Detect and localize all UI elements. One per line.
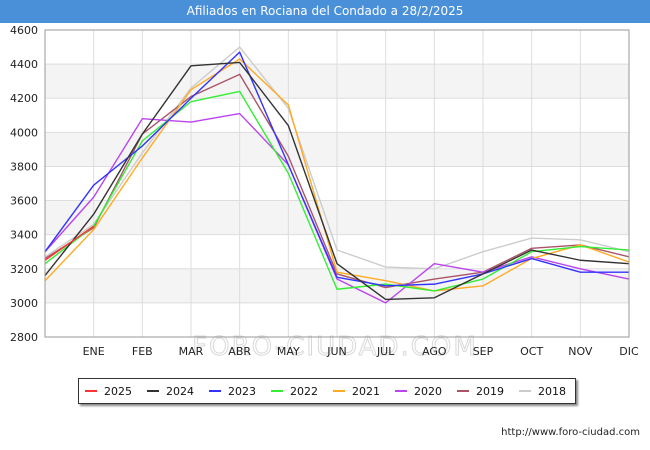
legend-label-2020: 2020 (414, 385, 442, 398)
series-line-2020 (44, 112, 630, 304)
x-tick-label: DIC (619, 345, 639, 358)
series-line-2022 (44, 90, 630, 292)
x-tick-label: MAR (179, 345, 204, 358)
y-tick-label: 4000 (10, 126, 38, 139)
y-tick-label: 3800 (10, 160, 38, 173)
y-tick-label: 4200 (10, 92, 38, 105)
series-line-2024 (44, 61, 630, 301)
legend-label-2025: 2025 (104, 385, 132, 398)
x-tick-label: MAY (277, 345, 300, 358)
x-tick-label: NOV (568, 345, 593, 358)
legend-label-2024: 2024 (166, 385, 194, 398)
plot-frame (44, 29, 630, 338)
y-tick-label: 3400 (10, 229, 38, 242)
y-tick-label: 3200 (10, 263, 38, 276)
legend-label-2022: 2022 (290, 385, 318, 398)
x-tick-label: JUL (376, 345, 395, 358)
x-tick-label: JUN (326, 345, 347, 358)
x-tick-label: FEB (132, 345, 153, 358)
x-tick-label: ENE (83, 345, 105, 358)
x-tick-label: SEP (473, 345, 494, 358)
x-tick-label: AGO (422, 345, 447, 358)
y-tick-label: 3000 (10, 297, 38, 310)
series-line-2023 (44, 51, 629, 287)
source-url: http://www.foro-ciudad.com (501, 427, 640, 438)
series-line-2018 (44, 46, 630, 270)
legend-label-2021: 2021 (352, 385, 380, 398)
y-tick-label: 3600 (10, 195, 38, 208)
legend: 2025 2024 2023 2022 2021 2020 2019 2018 (78, 378, 576, 404)
legend-label-2019: 2019 (476, 385, 504, 398)
legend-label-2018: 2018 (538, 385, 566, 398)
legend-label-2023: 2023 (228, 385, 256, 398)
y-tick-label: 4400 (10, 58, 38, 71)
y-tick-label: 2800 (10, 331, 38, 344)
x-tick-label: OCT (520, 345, 543, 358)
series-line-2025 (44, 225, 95, 261)
chart-title: Afiliados en Rociana del Condado a 28/2/… (0, 0, 650, 23)
x-tick-label: ABR (228, 345, 251, 358)
y-tick-label: 4600 (10, 24, 38, 37)
